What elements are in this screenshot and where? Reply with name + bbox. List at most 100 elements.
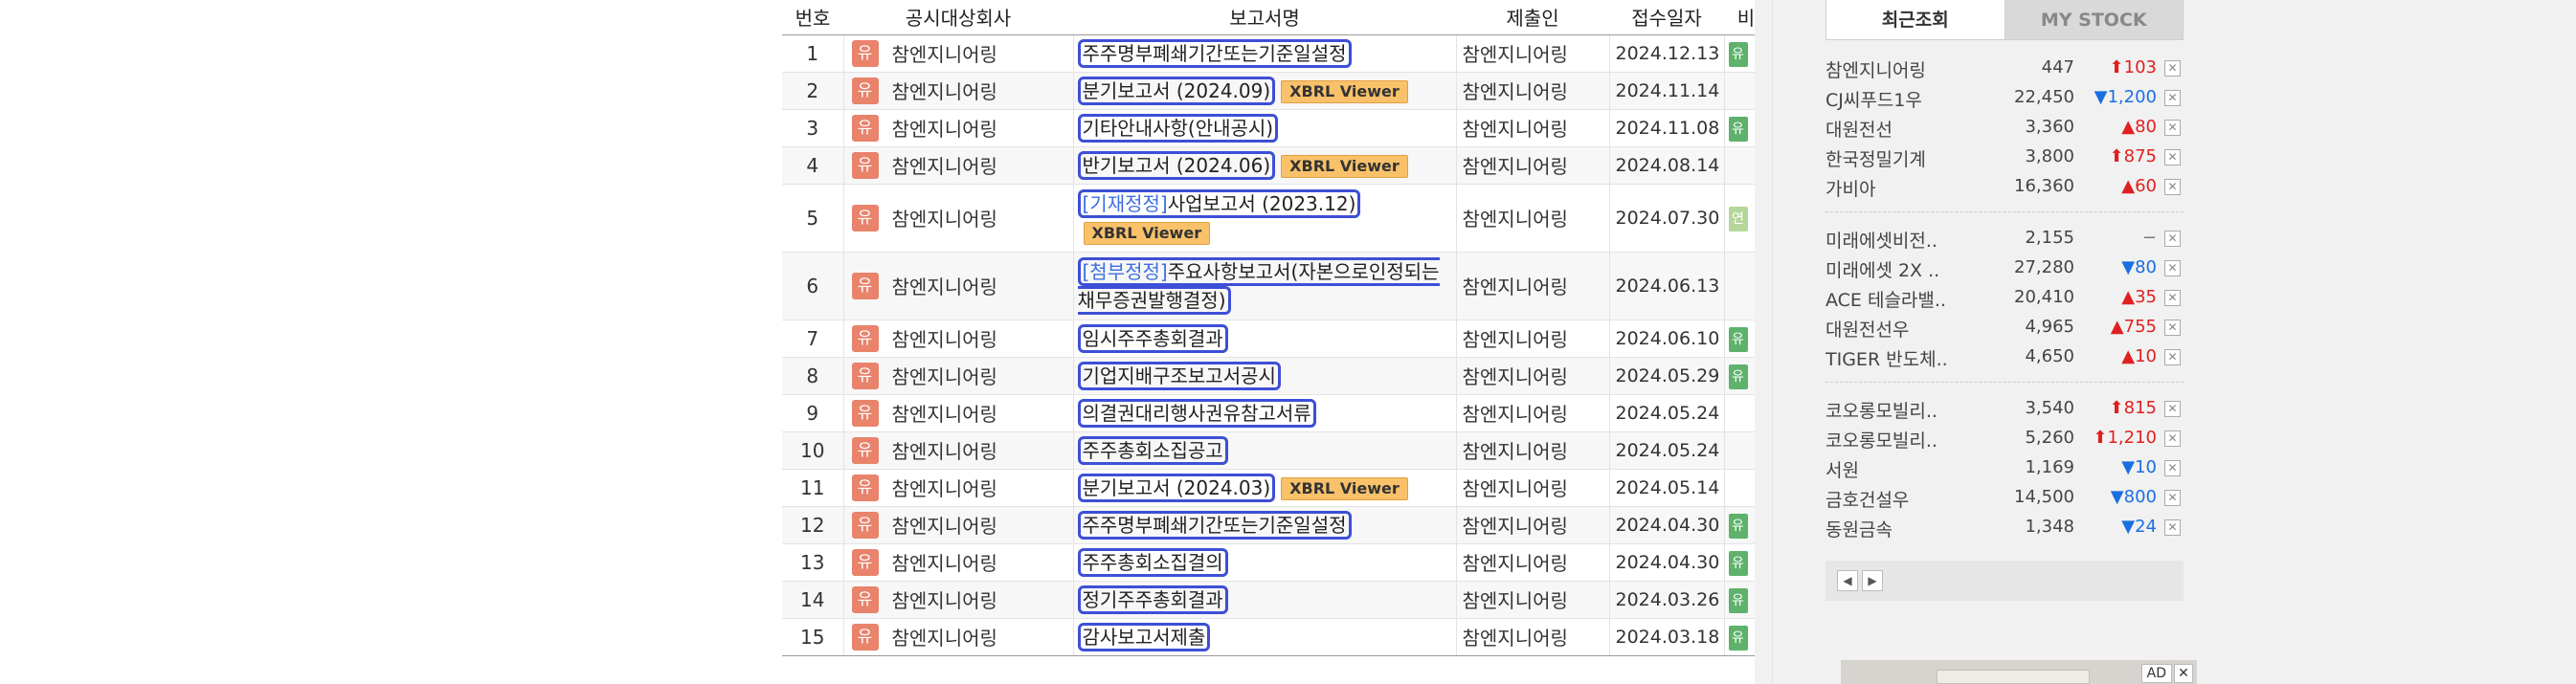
company-link[interactable]: 참엔지니어링: [891, 118, 997, 141]
stock-item[interactable]: CJ씨푸드1우 22,450 ▼1,200 ✕: [1826, 83, 2184, 113]
report-link[interactable]: [첨부정정]주요사항보고서(자본으로인정되는채무증권발행결정): [1077, 256, 1440, 315]
report-link[interactable]: 주주명부폐쇄기간또는기준일설정: [1077, 38, 1352, 68]
report-link[interactable]: 의결권대리행사권유참고서류: [1077, 398, 1316, 428]
stock-name[interactable]: 코오롱모빌리..: [1826, 401, 1938, 422]
company-link[interactable]: 참엔지니어링: [891, 403, 997, 426]
company-link[interactable]: 참엔지니어링: [891, 276, 997, 298]
row-number: 7: [782, 320, 843, 358]
company-link[interactable]: 참엔지니어링: [891, 155, 997, 178]
stock-item[interactable]: 한국정밀기계 3,800 ⬆875 ✕: [1826, 143, 2184, 172]
stock-name[interactable]: 가비아: [1826, 179, 1876, 200]
xbrl-viewer-button[interactable]: XBRL Viewer: [1281, 80, 1408, 103]
report-link[interactable]: 주주명부폐쇄기간또는기준일설정: [1077, 510, 1352, 540]
report-cell: 정기주주총회결과: [1072, 581, 1456, 619]
stock-name[interactable]: 금호건설우: [1826, 490, 1910, 511]
remove-icon[interactable]: ✕: [2164, 401, 2181, 417]
company-link[interactable]: 참엔지니어링: [891, 440, 997, 463]
stock-name[interactable]: 미래에셋비전..: [1826, 231, 1938, 252]
stock-name[interactable]: 한국정밀기계: [1826, 149, 1926, 170]
stock-name[interactable]: TIGER 반도체..: [1826, 349, 1948, 370]
stock-item[interactable]: 미래에셋비전.. 2,155 − ✕: [1826, 224, 2184, 254]
remove-icon[interactable]: ✕: [2164, 460, 2181, 476]
company-link[interactable]: 참엔지니어링: [891, 477, 997, 500]
company-link[interactable]: 참엔지니어링: [891, 208, 997, 231]
stock-item[interactable]: 참엔지니어링 447 ⬆103 ✕: [1826, 54, 2184, 83]
stock-item[interactable]: 동원금속 1,348 ▼24 ✕: [1826, 513, 2184, 542]
remove-icon[interactable]: ✕: [2164, 320, 2181, 336]
xbrl-viewer-button[interactable]: XBRL Viewer: [1281, 477, 1408, 500]
receipt-date: 2024.05.29: [1608, 357, 1724, 395]
company-link[interactable]: 참엔지니어링: [891, 365, 997, 388]
stock-item[interactable]: 대원전선 3,360 ▲80 ✕: [1826, 113, 2184, 143]
stock-name[interactable]: CJ씨푸드1우: [1826, 90, 1922, 111]
remove-icon[interactable]: ✕: [2164, 149, 2181, 165]
tab-my-stock[interactable]: MY STOCK: [2005, 0, 2183, 39]
report-link[interactable]: 분기보고서 (2024.03): [1077, 473, 1276, 502]
report-link[interactable]: 임시주주총회결과: [1077, 323, 1228, 353]
stock-change: ▼10: [2082, 457, 2157, 477]
company-link[interactable]: 참엔지니어링: [891, 80, 997, 103]
report-cell: 분기보고서 (2024.09) XBRL Viewer: [1072, 72, 1456, 110]
stock-item[interactable]: 코오롱모빌리.. 5,260 ⬆1,210 ✕: [1826, 424, 2184, 453]
stock-name[interactable]: 코오롱모빌리..: [1826, 430, 1938, 452]
market-badge: 유: [851, 204, 879, 232]
remove-icon[interactable]: ✕: [2164, 120, 2181, 136]
report-link[interactable]: 반기보고서 (2024.06): [1077, 150, 1276, 180]
stock-change: −: [2082, 228, 2157, 248]
receipt-date: 2024.03.18: [1608, 618, 1724, 656]
remove-icon[interactable]: ✕: [2164, 260, 2181, 276]
remove-icon[interactable]: ✕: [2164, 179, 2181, 195]
row-number: 9: [782, 394, 843, 432]
company-link[interactable]: 참엔지니어링: [891, 43, 997, 66]
xbrl-viewer-button[interactable]: XBRL Viewer: [1083, 222, 1211, 245]
company-link[interactable]: 참엔지니어링: [891, 589, 997, 612]
remove-icon[interactable]: ✕: [2164, 231, 2181, 247]
stock-name[interactable]: 미래에셋 2X ..: [1826, 260, 1940, 281]
stock-item[interactable]: ACE 테슬라밸.. 20,410 ▲35 ✕: [1826, 283, 2184, 313]
stock-name[interactable]: 참엔지니어링: [1826, 60, 1926, 81]
stock-name[interactable]: ACE 테슬라밸..: [1826, 290, 1946, 311]
stock-change: ▼80: [2082, 257, 2157, 277]
company-link[interactable]: 참엔지니어링: [891, 627, 997, 650]
remove-icon[interactable]: ✕: [2164, 490, 2181, 506]
report-title: 기타안내사항(안내공시): [1082, 116, 1274, 140]
report-link[interactable]: 감사보고서제출: [1077, 622, 1211, 651]
stock-name[interactable]: 대원전선: [1826, 120, 1893, 141]
stock-item[interactable]: 서원 1,169 ▼10 ✕: [1826, 453, 2184, 483]
report-link[interactable]: 분기보고서 (2024.09): [1077, 76, 1276, 105]
tab-recent[interactable]: 최근조회: [1826, 0, 2005, 39]
report-link[interactable]: 정기주주총회결과: [1077, 585, 1228, 614]
remove-icon[interactable]: ✕: [2164, 90, 2181, 106]
change-value: 80: [2135, 257, 2157, 277]
row-number: 12: [782, 506, 843, 544]
report-link[interactable]: [기재정정]사업보고서 (2023.12): [1077, 188, 1361, 218]
company-link[interactable]: 참엔지니어링: [891, 328, 997, 351]
remove-icon[interactable]: ✕: [2164, 519, 2181, 536]
remove-icon[interactable]: ✕: [2164, 430, 2181, 447]
prev-page-button[interactable]: ◀: [1837, 570, 1858, 591]
ad-close-icon[interactable]: ✕: [2174, 664, 2193, 683]
stock-name[interactable]: 동원금속: [1826, 519, 1893, 541]
stock-item[interactable]: 코오롱모빌리.. 3,540 ⬆815 ✕: [1826, 394, 2184, 424]
ad-banner[interactable]: AD ✕: [1841, 660, 2197, 684]
report-link[interactable]: 기업지배구조보고서공시: [1077, 361, 1281, 390]
stock-name[interactable]: 서원: [1826, 460, 1859, 481]
remove-icon[interactable]: ✕: [2164, 290, 2181, 306]
report-link[interactable]: 주주총회소집공고: [1077, 435, 1228, 465]
remove-icon[interactable]: ✕: [2164, 349, 2181, 365]
xbrl-viewer-button[interactable]: XBRL Viewer: [1281, 155, 1408, 178]
stock-item[interactable]: TIGER 반도체.. 4,650 ▲10 ✕: [1826, 342, 2184, 372]
stock-item[interactable]: 대원전선우 4,965 ▲755 ✕: [1826, 313, 2184, 342]
stock-item[interactable]: 금호건설우 14,500 ▼800 ✕: [1826, 483, 2184, 513]
stock-name[interactable]: 대원전선우: [1826, 320, 1910, 341]
stock-item[interactable]: 가비아 16,360 ▲60 ✕: [1826, 172, 2184, 202]
report-link[interactable]: 기타안내사항(안내공시): [1077, 113, 1279, 143]
remove-icon[interactable]: ✕: [2164, 60, 2181, 77]
change-arrow-icon: ⬆: [2109, 398, 2124, 418]
next-page-button[interactable]: ▶: [1862, 570, 1883, 591]
report-link[interactable]: 주주총회소집결의: [1077, 547, 1228, 577]
company-link[interactable]: 참엔지니어링: [891, 552, 997, 575]
market-badge: 유: [851, 77, 879, 104]
company-link[interactable]: 참엔지니어링: [891, 515, 997, 538]
stock-item[interactable]: 미래에셋 2X .. 27,280 ▼80 ✕: [1826, 254, 2184, 283]
